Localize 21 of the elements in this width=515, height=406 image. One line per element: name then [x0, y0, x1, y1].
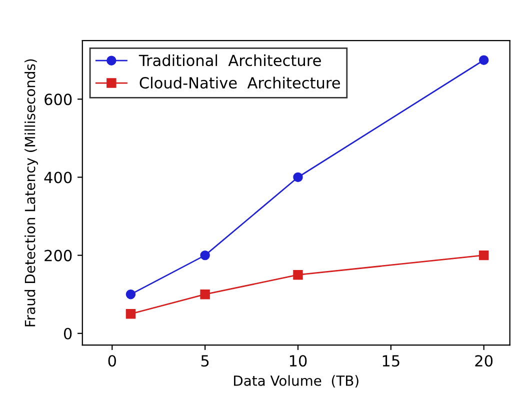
point [126, 289, 136, 300]
legend-label: Traditional Architecture [138, 54, 321, 66]
y-tick-label: 200 [44, 250, 72, 262]
y-tick-label: 0 [64, 328, 72, 340]
legend-label: Cloud-Native Architecture [140, 76, 340, 89]
point [200, 289, 210, 300]
x-tick-label: 15 [382, 355, 400, 367]
y-axis-title: Fraud Detection Latency (Milliseconds) [24, 59, 38, 326]
y-tick-label: 600 [44, 94, 72, 106]
point [478, 250, 489, 260]
point [293, 172, 303, 182]
x-tick-label: 5 [201, 355, 209, 367]
x-tick-label: 10 [290, 355, 307, 367]
point [200, 250, 210, 260]
y-tick-label: 400 [44, 172, 72, 184]
point [293, 270, 303, 280]
point [126, 309, 136, 319]
x-axis-title: Data Volume (TB) [234, 375, 358, 388]
point [478, 55, 489, 65]
x-tick-label: 20 [475, 355, 493, 367]
x-tick-label: 0 [108, 355, 116, 367]
